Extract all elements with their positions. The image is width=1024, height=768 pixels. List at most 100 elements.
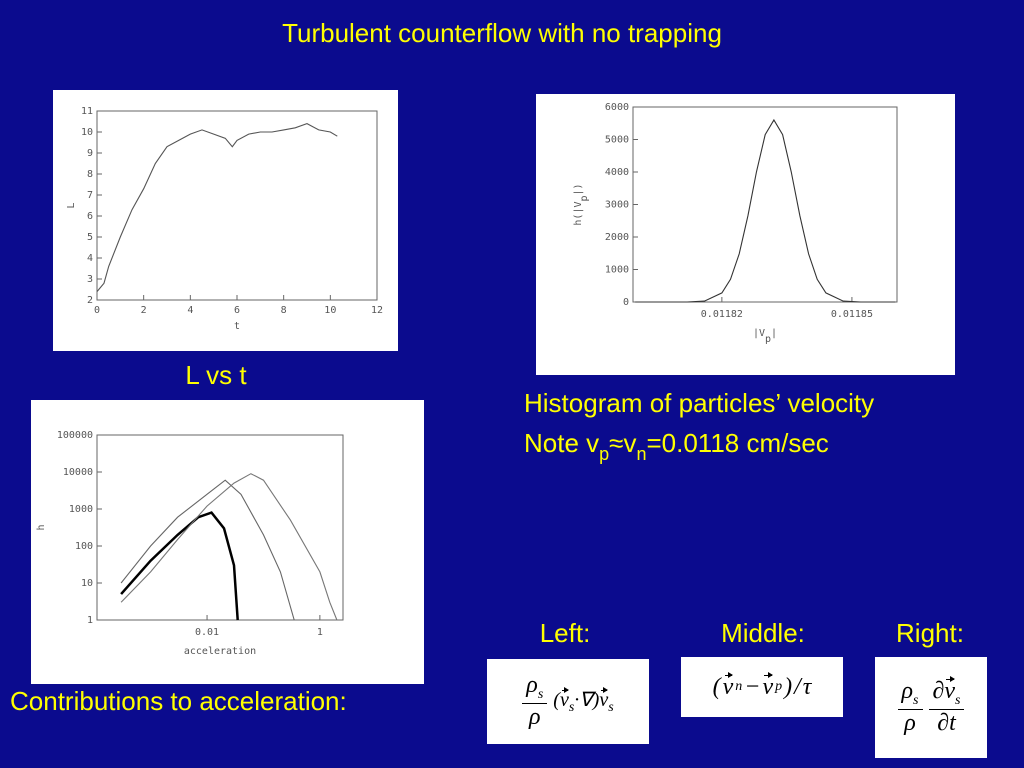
- y-tick-label: 5: [87, 232, 93, 243]
- text-part: |: [771, 328, 777, 339]
- y-tick-label: 100: [75, 541, 93, 552]
- symbol: ): [784, 673, 793, 700]
- x-tick-label: 0: [94, 305, 100, 316]
- slide-title: Turbulent counterflow with no trapping: [282, 18, 722, 48]
- data-line: [635, 118, 896, 303]
- y-tick-label: 8: [87, 169, 93, 180]
- y-tick-label: 3: [87, 274, 93, 285]
- x-tick-label: 10: [324, 305, 336, 316]
- data-line: [120, 511, 239, 621]
- y-tick-label: 10000: [63, 467, 93, 478]
- symbol: v: [722, 671, 734, 700]
- y-tick-label: 10: [81, 578, 93, 589]
- caption: Note vp≈vn=0.0118 cm/sec: [524, 428, 829, 464]
- x-tick-label: 0.01: [195, 627, 219, 638]
- symbol: /: [794, 673, 801, 700]
- subscript: s: [955, 692, 961, 708]
- fraction: ∂vs ∂t: [928, 676, 965, 737]
- y-tick-label: 11: [81, 106, 93, 117]
- x-tick-label: 4: [187, 305, 193, 316]
- y-tick-label: 2: [87, 295, 93, 306]
- label: Right:: [896, 618, 964, 648]
- x-axis-label: t: [234, 321, 240, 332]
- chart-background: [536, 94, 955, 375]
- y-tick-label: 1000: [605, 265, 629, 276]
- y-tick-label: 6000: [605, 102, 629, 113]
- formula: ρs ρ (vs·∇)vs: [487, 659, 649, 744]
- x-tick-label: 1: [317, 627, 323, 638]
- y-tick-label: 5000: [605, 135, 629, 146]
- caption: Histogram of particles’ velocity: [524, 388, 874, 418]
- y-axis-label: L: [66, 202, 77, 208]
- subscript: n: [636, 444, 646, 464]
- caption: Contributions to acceleration:: [10, 686, 347, 716]
- x-tick-label: 6: [234, 305, 240, 316]
- subscript: s: [913, 692, 919, 708]
- text-part: L: [66, 202, 77, 208]
- subscript: s: [537, 686, 544, 702]
- subscript: p: [579, 195, 590, 201]
- symbol: ∂: [932, 678, 945, 705]
- text-part: t: [234, 321, 240, 332]
- text-part: Note v: [524, 428, 599, 458]
- data-line: [120, 473, 338, 621]
- x-tick-label: 8: [281, 305, 287, 316]
- x-axis-label: acceleration: [184, 646, 256, 657]
- data-line: [96, 122, 338, 292]
- y-axis-label: h: [36, 524, 47, 530]
- symbol: ρ: [904, 709, 916, 736]
- symbol: v: [762, 671, 774, 700]
- text-part: |): [573, 183, 584, 195]
- y-tick-label: 9: [87, 148, 93, 159]
- symbol: (: [712, 673, 721, 700]
- symbol: ∂t: [937, 709, 956, 736]
- symbol: (: [553, 689, 560, 711]
- y-tick-label: 4000: [605, 167, 629, 178]
- symbol: v: [599, 687, 609, 711]
- subscript: s: [608, 700, 614, 715]
- y-tick-label: 2000: [605, 232, 629, 243]
- subscript: p: [599, 444, 609, 464]
- y-tick-label: 10: [81, 127, 93, 138]
- y-axis-label: h(|Vp|): [573, 183, 590, 225]
- symbol: v: [944, 676, 956, 705]
- text-part: h: [36, 524, 47, 530]
- formula: ρs ρ ∂vs ∂t: [875, 657, 987, 758]
- y-tick-label: 1: [87, 615, 93, 626]
- caption: L vs t: [185, 360, 247, 390]
- subscript: p: [765, 334, 771, 345]
- chart: 0.01 1 1 10 100 1000 10000 100000 acceleration h: [31, 400, 424, 684]
- x-tick-label: 0.01182: [701, 309, 743, 320]
- symbol: v: [559, 687, 569, 711]
- subscript: s: [568, 700, 575, 715]
- symbol: τ: [802, 673, 812, 700]
- y-tick-label: 0: [623, 297, 629, 308]
- subscript: p: [775, 679, 783, 694]
- y-tick-label: 4: [87, 253, 93, 264]
- y-tick-label: 6: [87, 211, 93, 222]
- fraction: ρs ρ: [522, 672, 548, 731]
- text-part: |V: [753, 328, 765, 339]
- symbol: ·∇): [574, 689, 600, 711]
- formula: (v n − v p) / τ: [681, 657, 843, 717]
- symbol: ρ: [529, 703, 541, 730]
- symbol: ρ: [901, 678, 914, 705]
- plot-frame: [96, 434, 344, 621]
- symbol: ρ: [526, 672, 538, 699]
- chart: 0.01182 0.01185 0 1000 2000 3000 4000 5000 6000 |…: [536, 94, 955, 375]
- label: Middle:: [721, 618, 805, 648]
- y-tick-label: 1000: [69, 504, 93, 515]
- fraction: ρs ρ: [897, 678, 923, 737]
- data-line: [120, 479, 295, 621]
- text-part: ≈v: [609, 428, 636, 458]
- x-tick-label: 2: [141, 305, 147, 316]
- text-part: =0.0118 cm/sec: [646, 428, 828, 458]
- x-tick-label: 12: [371, 305, 383, 316]
- x-axis-label: |Vp|: [753, 328, 777, 345]
- y-tick-label: 7: [87, 190, 93, 201]
- symbol: −: [744, 673, 761, 700]
- y-tick-label: 3000: [605, 200, 629, 211]
- y-tick-label: 100000: [57, 430, 93, 441]
